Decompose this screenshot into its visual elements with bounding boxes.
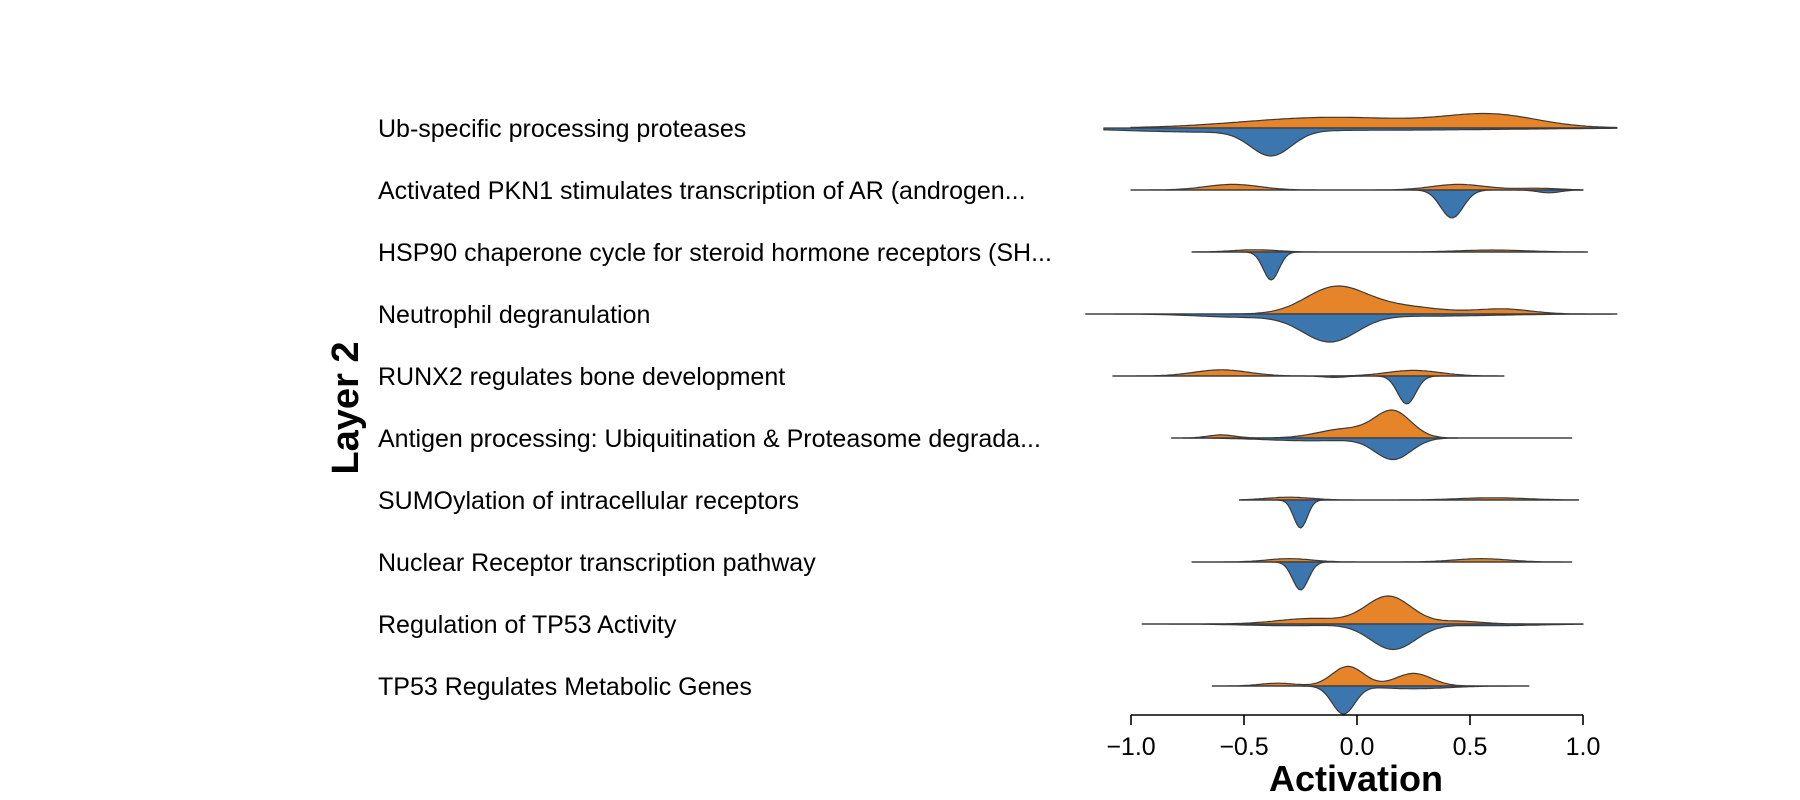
- violin-lower-half: [1085, 313, 1618, 343]
- x-tick-label: −1.0: [1106, 733, 1155, 761]
- violin-row: [1085, 285, 1618, 343]
- violin-row: [1103, 112, 1618, 157]
- violin-lower-half: [1130, 189, 1584, 219]
- violin-upper-half: [1141, 595, 1584, 625]
- violin-row: [1238, 496, 1580, 529]
- category-label: HSP90 chaperone cycle for steroid hormon…: [378, 239, 1052, 267]
- violin-upper-half: [1130, 112, 1618, 129]
- violin-lower-half: [1211, 685, 1530, 715]
- violin-row: [1171, 409, 1573, 461]
- violin-row: [1141, 595, 1584, 651]
- violins-layer: [1085, 112, 1618, 715]
- violin-upper-half: [1112, 369, 1505, 377]
- violin-lower-half: [1103, 127, 1618, 157]
- violin-lower-half: [1191, 561, 1573, 591]
- category-label: Antigen processing: Ubiquitination & Pro…: [378, 425, 1041, 453]
- category-label: RUNX2 regulates bone development: [378, 363, 785, 391]
- x-tick-label: 1.0: [1566, 733, 1601, 761]
- violin-upper-half: [1130, 183, 1584, 191]
- violin-lower-half: [1141, 623, 1584, 651]
- violin-row: [1112, 369, 1505, 405]
- violin-lower-half: [1238, 499, 1580, 529]
- x-axis-label: Activation: [1269, 758, 1443, 799]
- violin-lower-half: [1171, 437, 1573, 461]
- violin-upper-half: [1171, 409, 1573, 439]
- x-tick-label: −0.5: [1219, 733, 1268, 761]
- x-tick-label: 0.5: [1453, 733, 1488, 761]
- y-axis-label: Layer 2: [325, 341, 367, 474]
- violin-row: [1191, 249, 1589, 281]
- violin-row: [1211, 665, 1530, 715]
- x-tick-label: 0.0: [1340, 733, 1375, 761]
- category-label: Ub-specific processing proteases: [378, 115, 746, 143]
- category-label: Neutrophil degranulation: [378, 301, 650, 329]
- violin-upper-half: [1085, 285, 1618, 315]
- violin-lower-half: [1191, 251, 1589, 281]
- violin-row: [1191, 558, 1573, 591]
- category-label: TP53 Regulates Metabolic Genes: [378, 673, 752, 701]
- violin-upper-half: [1211, 665, 1530, 687]
- x-axis: −1.0 −0.5 0.0 0.5 1.0: [1106, 714, 1601, 761]
- category-label: Activated PKN1 stimulates transcription …: [378, 177, 1026, 205]
- violin-row: [1130, 183, 1584, 219]
- category-label: Nuclear Receptor transcription pathway: [378, 549, 816, 577]
- violin-lower-half: [1112, 375, 1505, 405]
- category-label: Regulation of TP53 Activity: [378, 611, 677, 639]
- category-labels: Ub-specific processing proteases Activate…: [378, 115, 1052, 701]
- category-label: SUMOylation of intracellular receptors: [378, 487, 799, 515]
